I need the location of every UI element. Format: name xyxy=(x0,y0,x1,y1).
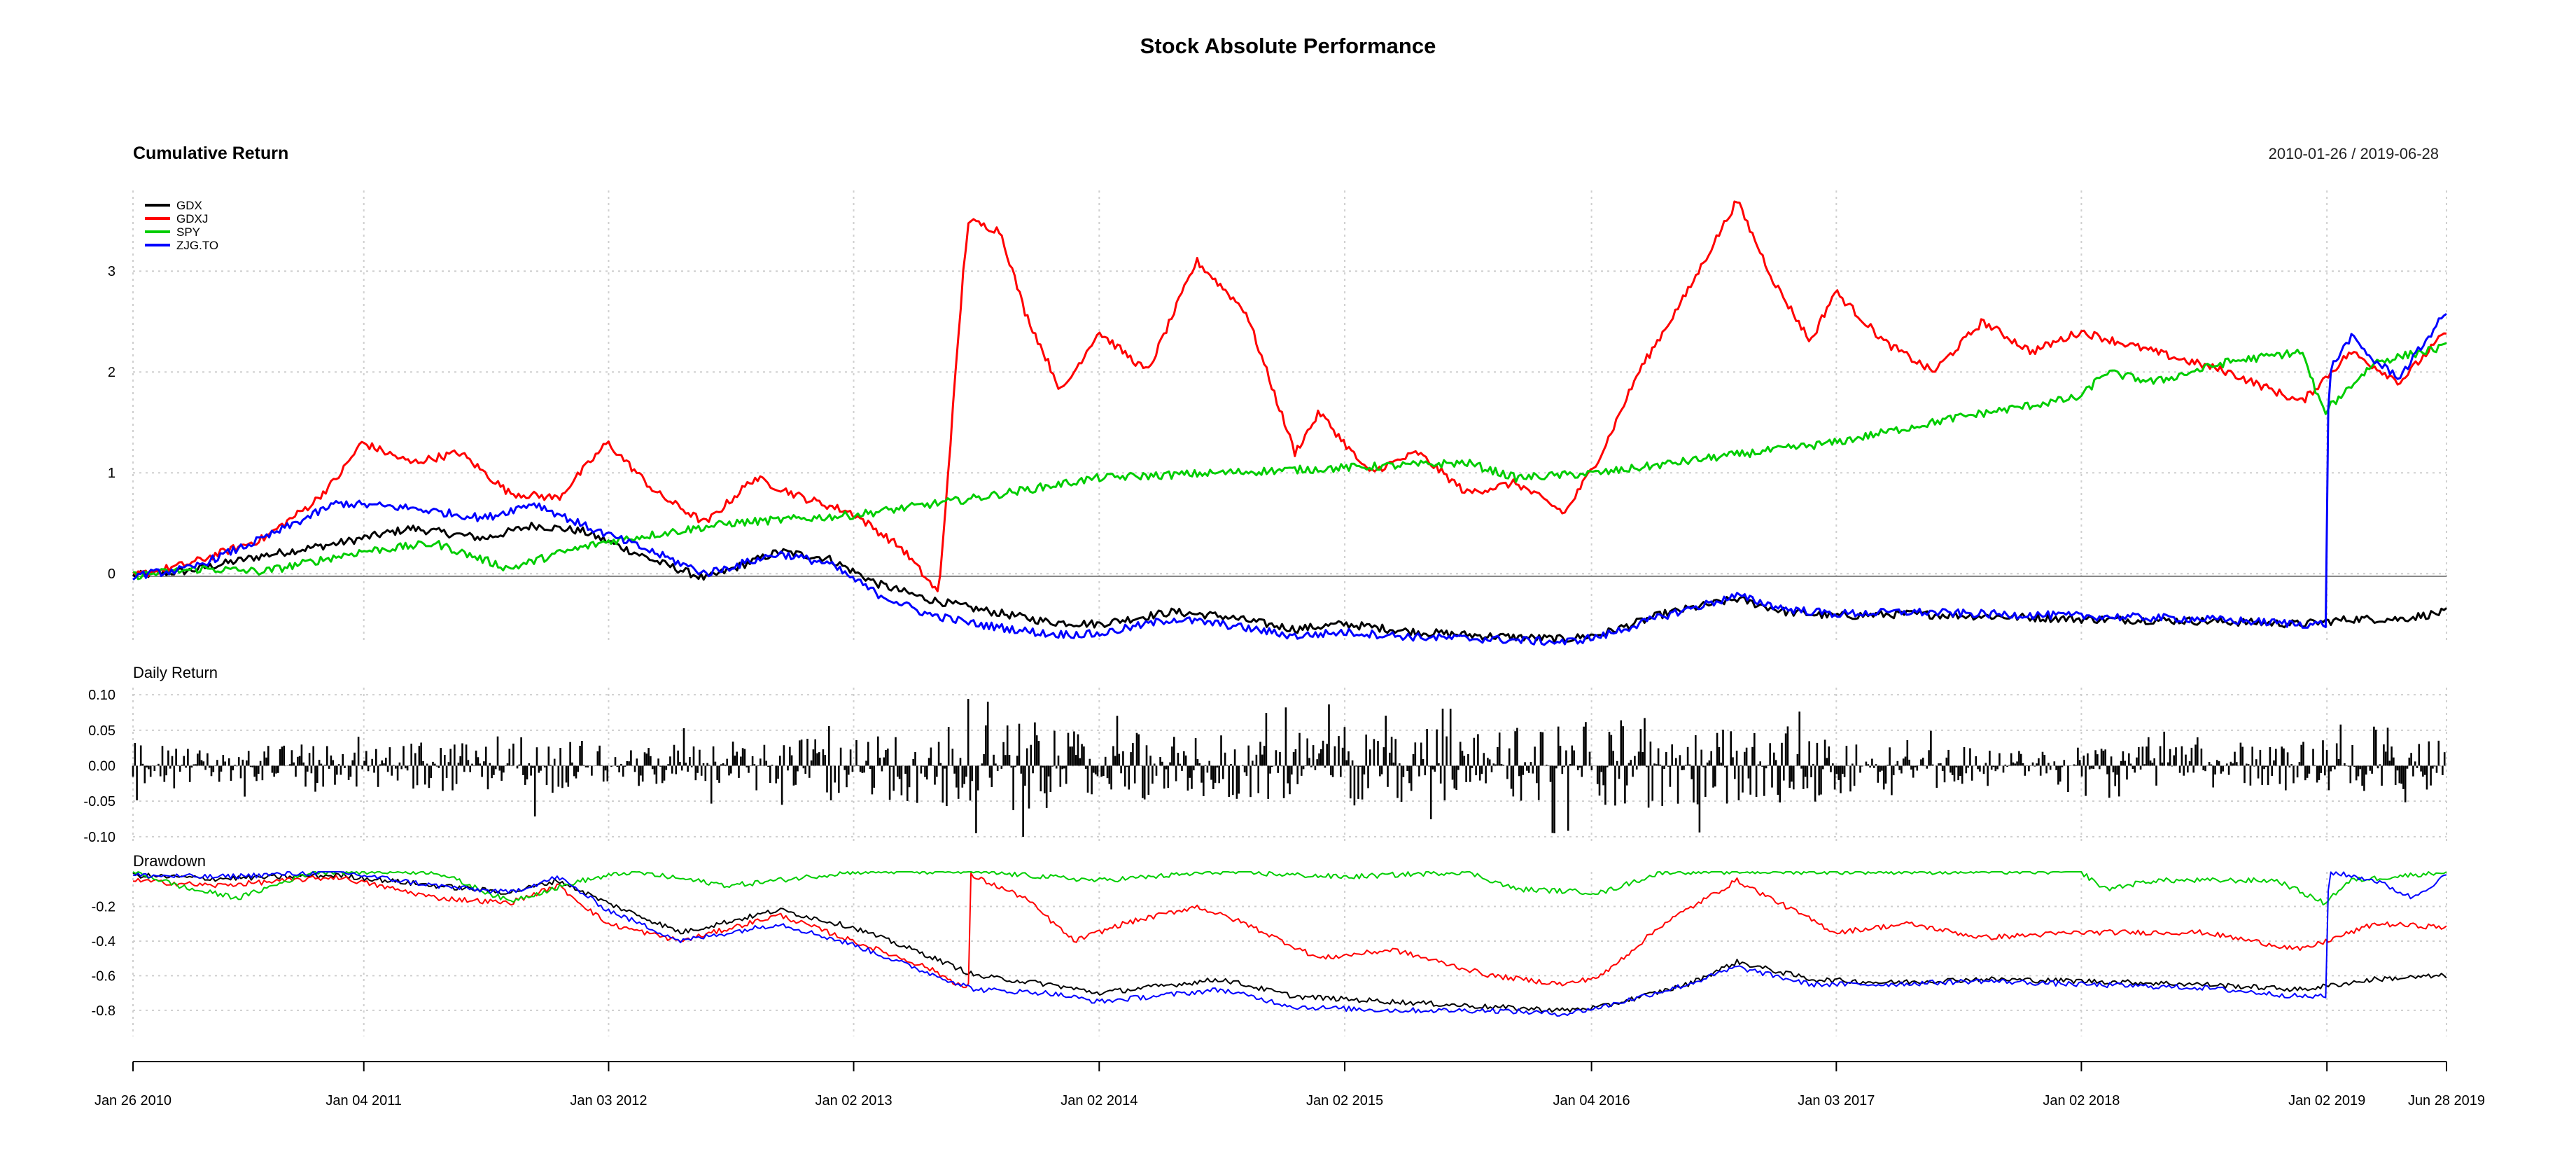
y-tick-label: 0 xyxy=(108,566,115,582)
y-tick-label: -0.6 xyxy=(92,968,115,984)
y-tick-label: -0.4 xyxy=(92,934,115,950)
series-line-spy xyxy=(132,871,2447,906)
x-tick-label: Jan 03 2017 xyxy=(1798,1093,1875,1108)
drawdown-title: Drawdown xyxy=(133,852,206,870)
daily-return-bars xyxy=(132,699,2446,837)
figure-title: Stock Absolute Performance xyxy=(1140,34,1436,58)
y-tick-label: -0.2 xyxy=(92,899,115,915)
series-line-zjg-to xyxy=(132,313,2447,646)
cumulative-return-y-axis: 0 1 2 3 xyxy=(108,264,115,582)
date-range-label: 2010-01-26 / 2019-06-28 xyxy=(2269,145,2439,162)
y-tick-label: 3 xyxy=(108,264,115,279)
x-tick-label: Jan 02 2019 xyxy=(2288,1093,2365,1108)
legend-label-zjg: ZJG.TO xyxy=(176,239,218,252)
cumulative-return-panel: Cumulative Return 2010-01-26 / 2019-06-2… xyxy=(108,144,2447,646)
x-axis: Jan 26 2010 Jan 04 2011 Jan 03 2012 Jan 02 … xyxy=(94,1061,2485,1108)
y-tick-label: -0.8 xyxy=(92,1003,115,1019)
series-line-spy xyxy=(132,342,2447,581)
legend: GDX GDXJ SPY ZJG.TO xyxy=(145,199,218,252)
daily-return-title: Daily Return xyxy=(133,664,218,681)
cumulative-return-grid xyxy=(132,190,2447,644)
series-line-gdx xyxy=(132,522,2447,644)
series-line-gdxj xyxy=(132,200,2447,592)
x-tick-label: Jan 02 2014 xyxy=(1060,1093,1138,1108)
legend-label-spy: SPY xyxy=(176,225,200,239)
series-line-gdx xyxy=(132,872,2447,1013)
legend-label-gdxj: GDXJ xyxy=(176,212,208,225)
drawdown-panel: Drawdown -0.2 -0.4 -0.6 -0.8 xyxy=(92,852,2447,1036)
drawdown-y-axis: -0.2 -0.4 -0.6 -0.8 xyxy=(92,899,115,1018)
y-tick-label: 2 xyxy=(108,365,115,380)
x-tick-label: Jan 04 2011 xyxy=(326,1093,402,1108)
daily-return-panel: Daily Return 0.10 0.05 0.00 -0.05 -0.10 xyxy=(83,664,2447,845)
y-tick-label: 1 xyxy=(108,466,115,481)
x-tick-label: Jan 26 2010 xyxy=(94,1093,172,1108)
series-line-zjg-to xyxy=(132,871,2447,1017)
x-axis-ticks: Jan 26 2010 Jan 04 2011 Jan 03 2012 Jan 02 … xyxy=(94,1062,2485,1108)
x-tick-label: Jan 02 2018 xyxy=(2043,1093,2120,1108)
y-tick-label: -0.05 xyxy=(83,794,115,809)
drawdown-grid xyxy=(132,872,2447,1036)
cumulative-return-series xyxy=(132,200,2447,646)
y-tick-label: -0.10 xyxy=(83,830,115,845)
legend-label-gdx: GDX xyxy=(176,199,202,212)
y-tick-label: 0.05 xyxy=(88,723,115,739)
x-tick-label: Jan 04 2016 xyxy=(1553,1093,1630,1108)
x-tick-label: Jan 02 2013 xyxy=(815,1093,892,1108)
x-tick-label: Jun 28 2019 xyxy=(2408,1093,2485,1108)
cumulative-return-title: Cumulative Return xyxy=(133,144,288,163)
y-tick-label: 0.00 xyxy=(88,759,115,774)
daily-return-y-axis: 0.10 0.05 0.00 -0.05 -0.10 xyxy=(83,688,115,845)
x-tick-label: Jan 03 2012 xyxy=(570,1093,647,1108)
drawdown-series xyxy=(132,871,2447,1017)
x-tick-label: Jan 02 2015 xyxy=(1306,1093,1383,1108)
y-tick-label: 0.10 xyxy=(88,688,115,703)
